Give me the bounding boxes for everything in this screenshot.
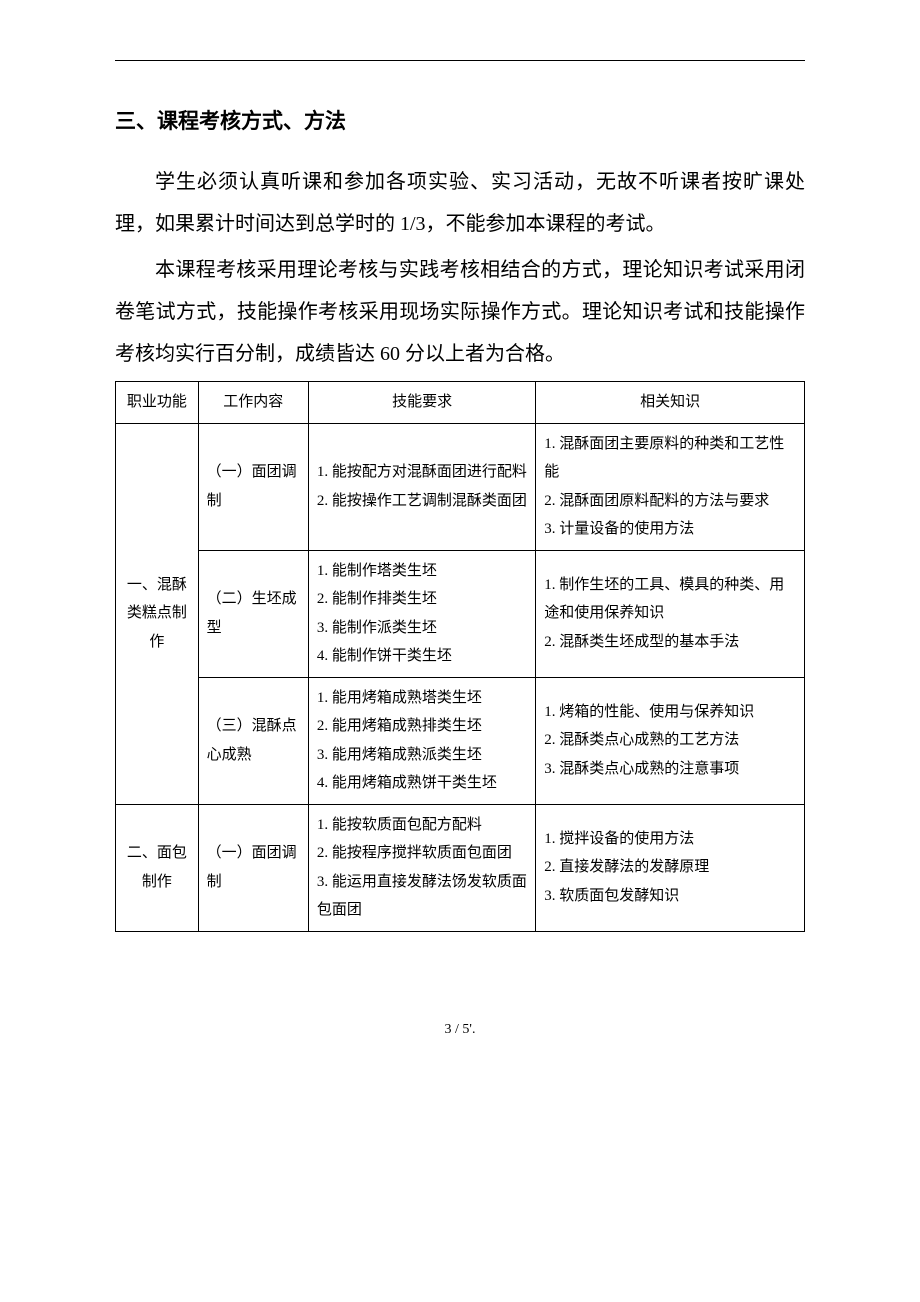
header-knowledge: 相关知识: [536, 382, 805, 424]
cell-knowledge: 1. 制作生坯的工具、模具的种类、用途和使用保养知识2. 混酥类生坯成型的基本手…: [536, 550, 805, 677]
cell-knowledge: 1. 烤箱的性能、使用与保养知识2. 混酥类点心成熟的工艺方法3. 混酥类点心成…: [536, 677, 805, 804]
cell-work: （二）生坯成型: [198, 550, 308, 677]
header-skill: 技能要求: [308, 382, 535, 424]
paragraph-2: 本课程考核采用理论考核与实践考核相结合的方式，理论知识考试采用闭卷笔试方式，技能…: [115, 249, 805, 375]
header-function: 职业功能: [116, 382, 199, 424]
cell-skill: 1. 能制作塔类生坯2. 能制作排类生坯3. 能制作派类生坯4. 能制作饼干类生…: [308, 550, 535, 677]
cell-function: 一、混酥类糕点制作: [116, 423, 199, 804]
cell-skill: 1. 能按配方对混酥面团进行配料2. 能按操作工艺调制混酥类面团: [308, 423, 535, 550]
header-work: 工作内容: [198, 382, 308, 424]
table-row: （三）混酥点心成熟1. 能用烤箱成熟塔类生坯2. 能用烤箱成熟排类生坯3. 能用…: [116, 677, 805, 804]
cell-knowledge: 1. 混酥面团主要原料的种类和工艺性能2. 混酥面团原料配料的方法与要求3. 计…: [536, 423, 805, 550]
cell-skill: 1. 能按软质面包配方配料2. 能按程序搅拌软质面包面团3. 能运用直接发酵法饧…: [308, 804, 535, 931]
cell-work: （一）面团调制: [198, 423, 308, 550]
table-row: 一、混酥类糕点制作（一）面团调制1. 能按配方对混酥面团进行配料2. 能按操作工…: [116, 423, 805, 550]
cell-function: 二、面包制作: [116, 804, 199, 931]
cell-knowledge: 1. 搅拌设备的使用方法2. 直接发酵法的发酵原理3. 软质面包发酵知识: [536, 804, 805, 931]
skills-table: 职业功能 工作内容 技能要求 相关知识 一、混酥类糕点制作（一）面团调制1. 能…: [115, 381, 805, 932]
cell-skill: 1. 能用烤箱成熟塔类生坯2. 能用烤箱成熟排类生坯3. 能用烤箱成熟派类生坯4…: [308, 677, 535, 804]
table-header-row: 职业功能 工作内容 技能要求 相关知识: [116, 382, 805, 424]
table-body: 一、混酥类糕点制作（一）面团调制1. 能按配方对混酥面团进行配料2. 能按操作工…: [116, 423, 805, 931]
paragraph-1: 学生必须认真听课和参加各项实验、实习活动，无故不听课者按旷课处理，如果累计时间达…: [115, 161, 805, 245]
top-horizontal-rule: [115, 60, 805, 61]
page-footer: 3 / 5'.: [115, 1022, 805, 1038]
section-heading: 三、课程考核方式、方法: [115, 105, 805, 135]
cell-work: （三）混酥点心成熟: [198, 677, 308, 804]
table-row: （二）生坯成型1. 能制作塔类生坯2. 能制作排类生坯3. 能制作派类生坯4. …: [116, 550, 805, 677]
cell-work: （一）面团调制: [198, 804, 308, 931]
table-row: 二、面包制作（一）面团调制1. 能按软质面包配方配料2. 能按程序搅拌软质面包面…: [116, 804, 805, 931]
